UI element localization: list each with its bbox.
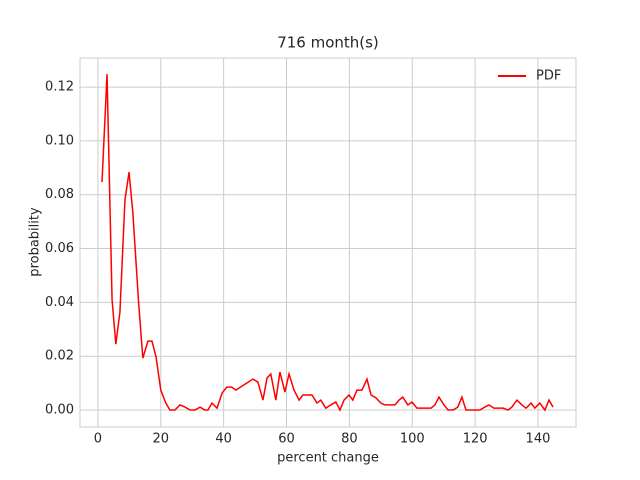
x-axis-label: percent change — [277, 451, 379, 466]
x-tick-label: 100 — [400, 432, 425, 447]
y-tick-label: 0.02 — [45, 349, 74, 364]
y-tick-label: 0.12 — [45, 80, 74, 95]
y-tick-label: 0.10 — [45, 133, 74, 148]
x-tick-label: 0 — [94, 432, 102, 447]
legend-label: PDF — [536, 69, 561, 84]
x-tick-label: 40 — [215, 432, 232, 447]
x-tick-label: 80 — [341, 432, 358, 447]
y-tick-label: 0.08 — [45, 187, 74, 202]
y-tick-label: 0.06 — [45, 241, 74, 256]
plot-frame — [79, 57, 577, 428]
y-tick-label: 0.04 — [45, 295, 74, 310]
y-tick-label: 0.00 — [45, 403, 74, 418]
x-tick-label: 120 — [463, 432, 488, 447]
x-tick-label: 60 — [278, 432, 295, 447]
y-axis-label: probability — [28, 207, 43, 277]
data-line — [101, 74, 554, 412]
x-tick-label: 140 — [526, 432, 551, 447]
chart-title: 716 month(s) — [277, 34, 379, 52]
x-tick-label: 20 — [153, 432, 170, 447]
